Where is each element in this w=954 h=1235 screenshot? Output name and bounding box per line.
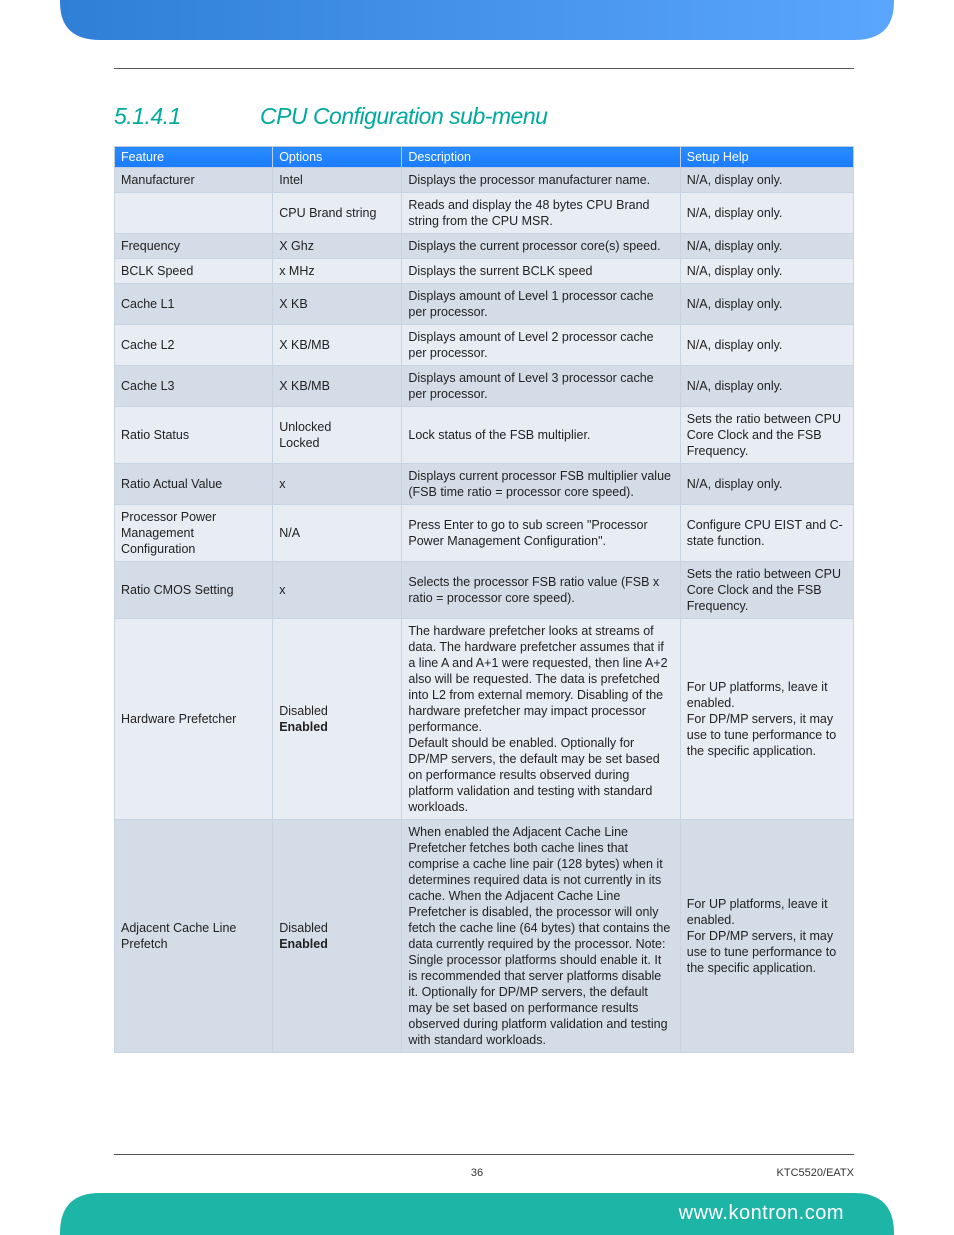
option-value: Enabled (279, 936, 395, 952)
cell-help: Configure CPU EIST and C-state function. (680, 505, 853, 562)
option-value: Intel (279, 172, 395, 188)
cell-help: Sets the ratio between CPU Core Clock an… (680, 407, 853, 464)
option-value: X Ghz (279, 238, 395, 254)
cell-options: N/A (273, 505, 402, 562)
option-value: X KB (279, 296, 395, 312)
cell-feature: Processor Power Management Configuration (115, 505, 273, 562)
option-value: X KB/MB (279, 337, 395, 353)
cpu-config-table: FeatureOptionsDescriptionSetup Help Manu… (114, 146, 854, 1053)
cell-help: N/A, display only. (680, 464, 853, 505)
col-header: Description (402, 147, 680, 168)
cell-options: DisabledEnabled (273, 820, 402, 1053)
table-row: Cache L1 X KB Displays amount of Level 1 p… (115, 284, 854, 325)
cell-description: Displays amount of Level 3 processor cac… (402, 366, 680, 407)
cell-options: UnlockedLocked (273, 407, 402, 464)
cell-options: X KB/MB (273, 325, 402, 366)
table-row: Manufacturer Intel Displays the processor … (115, 168, 854, 193)
cell-help: For UP platforms, leave it enabled.For D… (680, 619, 853, 820)
table-row: Ratio StatusUnlockedLockedLock status of… (115, 407, 854, 464)
table-row: Ratio CMOS Setting x Selects the processor… (115, 562, 854, 619)
cell-description: Displays the surrent BCLK speed (402, 259, 680, 284)
top-rule (114, 68, 854, 69)
cell-description: Displays the current processor core(s) s… (402, 234, 680, 259)
option-value: x (279, 582, 395, 598)
doc-id: KTC5520/EATX (777, 1167, 854, 1179)
cell-feature: Cache L3 (115, 366, 273, 407)
option-value: CPU Brand string (279, 205, 395, 221)
col-header: Setup Help (680, 147, 853, 168)
cell-feature: Manufacturer (115, 168, 273, 193)
cell-help: N/A, display only. (680, 193, 853, 234)
cell-feature: Frequency (115, 234, 273, 259)
cell-options: x MHz (273, 259, 402, 284)
cell-description: When enabled the Adjacent Cache Line Pre… (402, 820, 680, 1053)
footer-rule (114, 1154, 854, 1155)
cell-description: Lock status of the FSB multiplier. (402, 407, 680, 464)
option-value: Locked (279, 435, 395, 451)
cell-options: DisabledEnabled (273, 619, 402, 820)
cell-help: N/A, display only. (680, 259, 853, 284)
col-header: Options (273, 147, 402, 168)
table-row: Hardware PrefetcherDisabledEnabledThe ha… (115, 619, 854, 820)
table-row: Frequency X Ghz Displays the current proce… (115, 234, 854, 259)
table-row: BCLK Speed x MHz Displays the surrent BCLK… (115, 259, 854, 284)
option-value: Disabled (279, 920, 395, 936)
cell-options: x (273, 562, 402, 619)
option-value: X KB/MB (279, 378, 395, 394)
cell-options: Intel (273, 168, 402, 193)
table-row: Cache L3 X KB/MB Displays amount of Level … (115, 366, 854, 407)
option-value: Unlocked (279, 419, 395, 435)
cell-options: CPU Brand string (273, 193, 402, 234)
cell-options: X KB/MB (273, 366, 402, 407)
cell-options: x (273, 464, 402, 505)
page-top-arc (0, 0, 954, 40)
page-number: 36 (471, 1167, 483, 1179)
table-row: Processor Power Management Configuration… (115, 505, 854, 562)
cell-help: N/A, display only. (680, 366, 853, 407)
cell-description: Displays amount of Level 2 processor cac… (402, 325, 680, 366)
table-row: Adjacent Cache Line PrefetchDisabledEnab… (115, 820, 854, 1053)
cell-feature: Ratio Status (115, 407, 273, 464)
option-value: N/A (279, 525, 395, 541)
cell-description: Displays the processor manufacturer name… (402, 168, 680, 193)
cell-feature: Ratio Actual Value (115, 464, 273, 505)
section-title-text: CPU Configuration sub-menu (260, 103, 547, 130)
cell-help: N/A, display only. (680, 325, 853, 366)
option-value: x (279, 476, 395, 492)
option-value: Disabled (279, 703, 395, 719)
cell-description: Reads and display the 48 bytes CPU Brand… (402, 193, 680, 234)
cell-description: Displays current processor FSB multiplie… (402, 464, 680, 505)
cell-help: N/A, display only. (680, 284, 853, 325)
table-row: Cache L2 X KB/MB Displays amount of Level … (115, 325, 854, 366)
cell-feature: Hardware Prefetcher (115, 619, 273, 820)
cell-options: X Ghz (273, 234, 402, 259)
cell-description: Displays amount of Level 1 processor cac… (402, 284, 680, 325)
cell-help: For UP platforms, leave it enabled.For D… (680, 820, 853, 1053)
section-heading: 5.1.4.1 CPU Configuration sub-menu (114, 103, 854, 130)
cell-help: N/A, display only. (680, 234, 853, 259)
col-header: Feature (115, 147, 273, 168)
section-number: 5.1.4.1 (114, 103, 260, 130)
cell-description: Press Enter to go to sub screen "Process… (402, 505, 680, 562)
cell-description: Selects the processor FSB ratio value (F… (402, 562, 680, 619)
cell-feature: BCLK Speed (115, 259, 273, 284)
table-row: Ratio Actual Value x Displays current proc… (115, 464, 854, 505)
cell-help: Sets the ratio between CPU Core Clock an… (680, 562, 853, 619)
cell-feature: Adjacent Cache Line Prefetch (115, 820, 273, 1053)
option-value: x MHz (279, 263, 395, 279)
cell-feature: Ratio CMOS Setting (115, 562, 273, 619)
cell-options: X KB (273, 284, 402, 325)
cell-feature (115, 193, 273, 234)
option-value: Enabled (279, 719, 395, 735)
cell-help: N/A, display only. (680, 168, 853, 193)
table-row: CPU Brand string Reads and display the 48… (115, 193, 854, 234)
cell-feature: Cache L1 (115, 284, 273, 325)
cell-description: The hardware prefetcher looks at streams… (402, 619, 680, 820)
footer-url: www.kontron.com (679, 1202, 844, 1225)
cell-feature: Cache L2 (115, 325, 273, 366)
